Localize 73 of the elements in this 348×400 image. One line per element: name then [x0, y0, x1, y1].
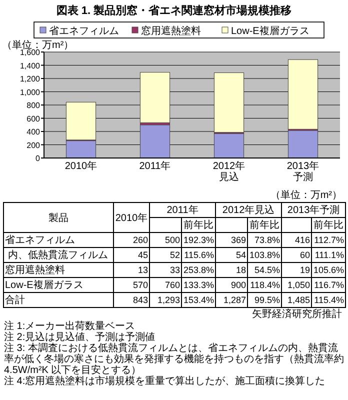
text: 製品 — [4, 202, 114, 232]
y-tick-label: 1,600 — [20, 48, 41, 57]
text: 注 1:メーカー出荷数量ベース — [4, 321, 136, 332]
text: 112.7% — [312, 232, 346, 248]
y-tick-label: 1,400 — [20, 61, 41, 70]
text: 窓用遮熱塗料 — [4, 262, 114, 278]
x-tick-label: 2011年 — [138, 161, 172, 172]
text: 1,293 — [150, 292, 182, 308]
text: 260 — [114, 232, 150, 248]
text: 115.4% — [312, 292, 346, 308]
text: 105.6% — [312, 262, 346, 278]
y-tick-label: 0 — [36, 154, 41, 163]
text: 前年比 — [182, 218, 216, 232]
text: 33 — [150, 262, 182, 278]
text: 内、低熱貫流フィルム — [4, 248, 114, 262]
text: 54.5% — [248, 262, 282, 278]
text: 416 — [282, 232, 312, 248]
text: 103.8% — [248, 248, 282, 262]
y-tick-label: 1,200 — [20, 74, 41, 84]
category-label: 2013年予測 — [287, 205, 340, 216]
text: 99.5% — [248, 292, 282, 308]
text: （単位：万m²） — [269, 190, 342, 202]
text: 18 — [216, 262, 248, 278]
legend-label: 窓用遮熱塗料 — [141, 25, 201, 37]
x-tick-label: 2013年予測 — [286, 161, 320, 183]
text: 1,485 — [282, 292, 312, 308]
x-tick-label: 2010年 — [64, 161, 98, 172]
y-tick-label: 200 — [26, 140, 41, 150]
bar — [140, 72, 170, 123]
category-label: 2010年 — [115, 212, 148, 224]
text: 500 — [150, 232, 182, 248]
text: 注 2:見込は見込値、予測は予測値 — [4, 332, 156, 343]
text: 54 — [216, 248, 248, 262]
text: 60 — [282, 248, 312, 262]
text: 192.3% — [182, 232, 216, 248]
legend-label: Low-E複層ガラス — [231, 25, 310, 37]
bar — [140, 124, 170, 158]
x-tick-label: 2012年見込 — [212, 161, 246, 183]
text: 369 — [216, 232, 248, 248]
text: 注 4:窓用遮熱塗料は市場規模を重量で算出したが、施工面積に換算した — [4, 376, 326, 387]
text: 矢野経済研究所推計 — [251, 309, 342, 320]
text: 45 — [114, 248, 150, 262]
text: 111.1% — [312, 248, 346, 262]
chart-title: 図表 1. 製品別窓・省エネ関連窓材市場規模推移 — [56, 4, 292, 17]
text: 133.3% — [182, 278, 216, 292]
text: 760 — [150, 278, 182, 292]
text: 116.7% — [312, 278, 346, 292]
text: 115.6% — [182, 248, 216, 262]
text: 13 — [114, 262, 150, 278]
category-label: 2012年見込 — [222, 205, 275, 216]
text: 253.8% — [182, 262, 216, 278]
text: 1,050 — [282, 278, 312, 292]
category-label: 2011年 — [166, 205, 198, 216]
text: 843 — [114, 292, 150, 308]
text: 73.8% — [248, 232, 282, 248]
legend-label: 省エネフィルム — [49, 25, 119, 37]
text: 前年比 — [248, 218, 282, 232]
text: Low-E複層ガラス — [4, 278, 114, 292]
y-tick-label: 1,000 — [20, 88, 41, 97]
text: 900 — [216, 278, 248, 292]
y-tick-label: 600 — [26, 114, 41, 124]
text: 1,287 — [216, 292, 248, 308]
text: 合計 — [4, 292, 114, 308]
text: 570 — [114, 278, 150, 292]
text: 省エネフィルム — [4, 232, 114, 248]
text: 前年比 — [312, 218, 346, 232]
y-tick-label: 800 — [26, 101, 41, 110]
y-tick-label: 400 — [26, 128, 41, 136]
text: 19 — [282, 262, 312, 278]
text: 153.4% — [182, 292, 216, 308]
text: 注 3: 本調査における低熱貫流フィルムとは、省エネフィルムの内、熱貫流率が低く冬場の寒さにも効果を発揮する機能を持つものを指す（熱貫流率約 4.5W/m²K 以下を目安とする） — [4, 343, 344, 376]
text: 52 — [150, 248, 182, 262]
text: 118.4% — [248, 278, 282, 292]
